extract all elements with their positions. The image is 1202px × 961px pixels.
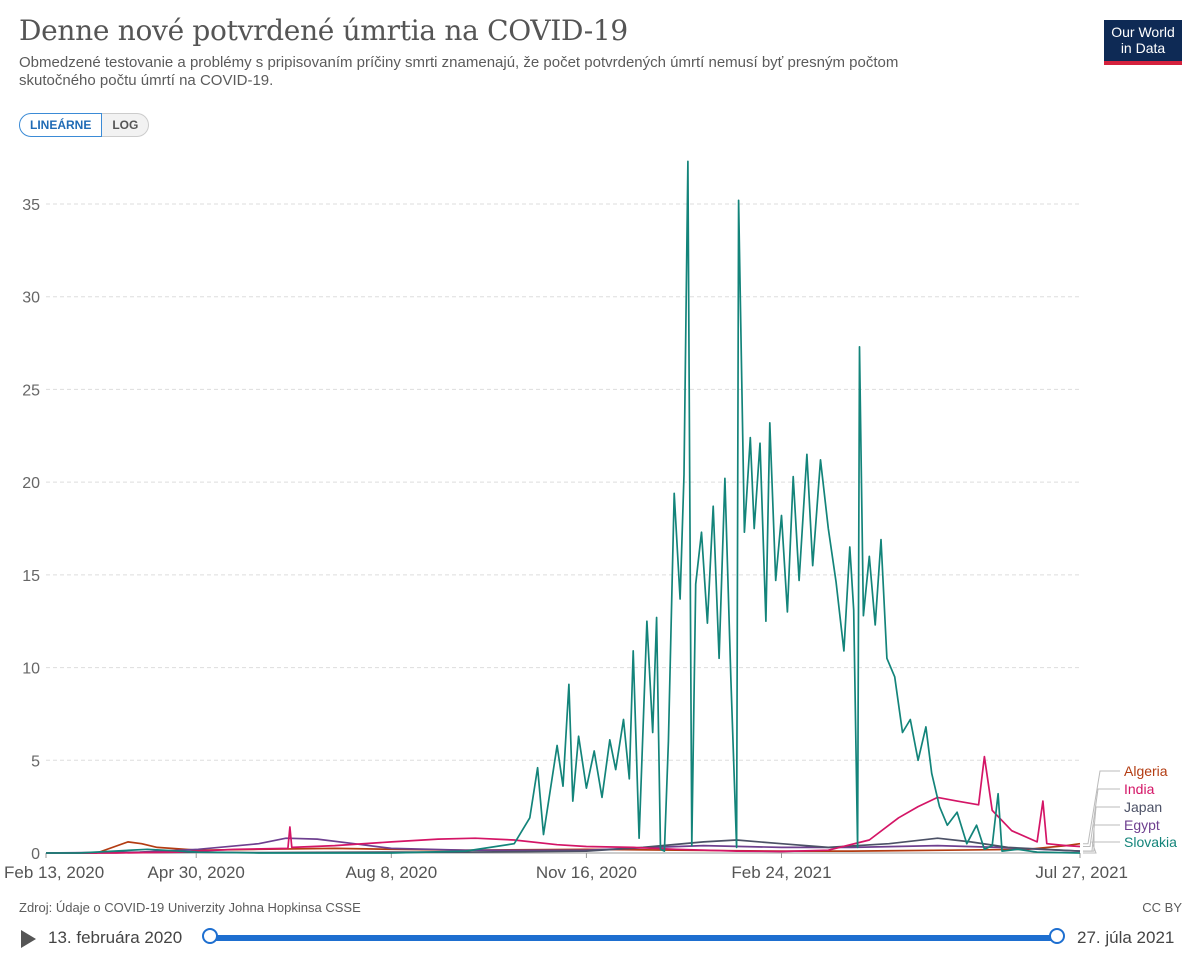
- x-tick-label: Feb 24, 2021: [731, 863, 831, 882]
- series-lines: [45, 160, 1081, 854]
- legend-connector: [1083, 770, 1120, 845]
- y-tick-label: 0: [31, 846, 40, 863]
- series-line-egypt[interactable]: [45, 837, 1081, 854]
- y-tick-label: 15: [22, 568, 40, 585]
- x-tick-label: Nov 16, 2020: [536, 863, 637, 882]
- timeline-track[interactable]: [210, 935, 1058, 941]
- y-tick-label: 5: [31, 753, 40, 770]
- legend-connector: [1083, 841, 1120, 854]
- log-scale-button[interactable]: LOG: [102, 113, 150, 137]
- license-link[interactable]: CC BY: [1142, 900, 1182, 915]
- logo-line-1: Our World: [1111, 24, 1175, 40]
- source-note[interactable]: Zdroj: Údaje o COVID-19 Univerzity Johna…: [19, 900, 361, 915]
- legend-connector: [1083, 806, 1120, 852]
- series-line-india[interactable]: [46, 755, 1081, 854]
- linear-scale-button[interactable]: LINEÁRNE: [19, 113, 103, 137]
- y-axis-ticks: 0 5 10 15 20 25 30 35: [22, 197, 40, 863]
- legend-label-india[interactable]: India: [1124, 781, 1155, 797]
- play-icon[interactable]: [21, 930, 36, 948]
- timeline-end-handle[interactable]: [1049, 928, 1065, 944]
- timeline-end-label: 27. júla 2021: [1077, 928, 1175, 947]
- logo-accent-bar: [1104, 61, 1182, 65]
- timeline-start-handle[interactable]: [202, 928, 218, 944]
- legend-connector: [1083, 788, 1120, 848]
- y-tick-label: 35: [22, 197, 40, 214]
- scale-toggle: LINEÁRNE LOG: [19, 113, 150, 137]
- y-tick-label: 20: [22, 475, 40, 492]
- x-tick-label: Aug 8, 2020: [345, 863, 437, 882]
- y-tick-label: 25: [22, 382, 40, 399]
- x-tick-label: Feb 13, 2020: [4, 863, 104, 882]
- timeline-start-label: 13. februára 2020: [48, 928, 183, 947]
- legend-label-egypt[interactable]: Egypt: [1124, 817, 1160, 833]
- x-tick-label: Jul 27, 2021: [1035, 863, 1128, 882]
- x-tick-label: Apr 30, 2020: [148, 863, 245, 882]
- gridlines: [46, 203, 1080, 854]
- legend-label-japan[interactable]: Japan: [1124, 799, 1162, 815]
- series-line-slovakia[interactable]: [46, 160, 1081, 854]
- owid-logo[interactable]: Our World in Data: [1104, 20, 1182, 65]
- chart-subtitle: Obmedzené testovanie a problémy s pripis…: [19, 54, 899, 89]
- legend-connector: [1083, 824, 1120, 852]
- chart-title: Denne nové potvrdené úmrtia na COVID-19: [19, 14, 628, 47]
- legend-label-algeria[interactable]: Algeria: [1124, 763, 1168, 779]
- y-tick-label: 30: [22, 290, 40, 307]
- line-chart: 0 5 10 15 20 25 30 35 Feb 13, 2020 Apr 30, 2020 A…: [4, 160, 1177, 882]
- timeline-slider: 13. februára 2020 27. júla 2021: [0, 924, 1202, 956]
- legend-label-slovakia[interactable]: Slovakia: [1124, 834, 1177, 850]
- y-tick-label: 10: [22, 661, 40, 678]
- logo-line-2: in Data: [1120, 40, 1166, 56]
- x-axis-ticks: Feb 13, 2020 Apr 30, 2020 Aug 8, 2020 Nov 1…: [4, 853, 1128, 882]
